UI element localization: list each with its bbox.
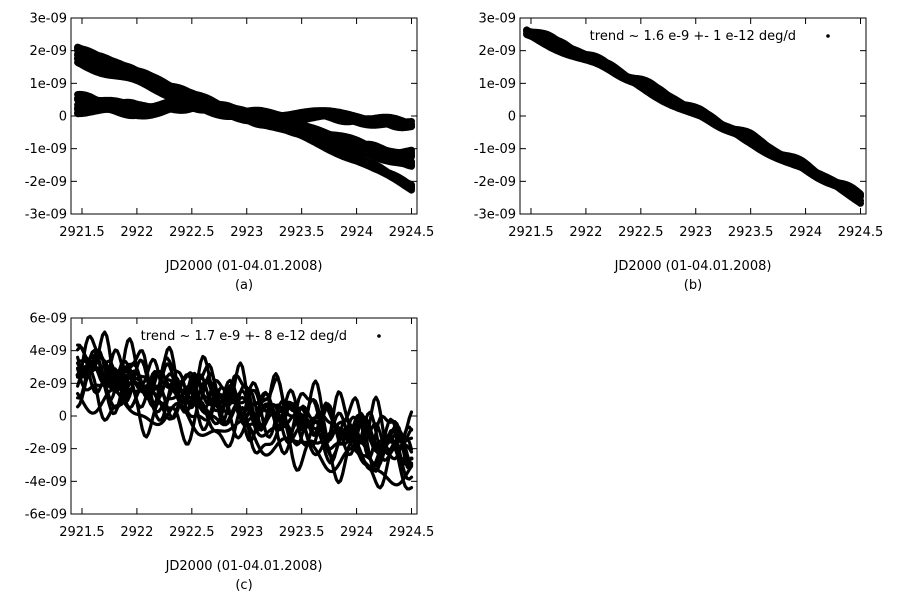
panel-label: (a) (235, 278, 253, 293)
data-layer (523, 26, 864, 207)
panel-label: (c) (235, 578, 252, 593)
data-point (299, 114, 304, 118)
y-tick-label: -1e-09 (474, 142, 516, 157)
y-tick-label: 2e-09 (29, 44, 67, 59)
data-point (409, 185, 414, 190)
data-layer (75, 330, 414, 491)
legend-label: trend ~ 1.7 e-9 +- 8 e-12 deg/d (141, 329, 347, 344)
data-point (693, 110, 698, 115)
data-point (299, 427, 304, 432)
y-tick-label: -3e-09 (25, 208, 67, 223)
data-point (189, 104, 194, 109)
data-point (244, 414, 249, 418)
data-point (354, 441, 359, 446)
data-series-strand (76, 370, 414, 491)
data-point (75, 107, 80, 112)
data-point (354, 117, 359, 122)
data-point (748, 136, 753, 141)
x-tick-label: 2922 (120, 525, 153, 540)
y-tick-label: 0 (59, 410, 67, 425)
x-axis-label: JD2000 (01-04.01.2008) (165, 559, 323, 574)
data-point (803, 166, 808, 171)
y-tick-label: -2e-09 (25, 442, 67, 457)
x-tick-label: 2922.5 (618, 225, 664, 240)
x-tick-label: 2922.5 (169, 225, 215, 240)
y-tick-label: 2e-09 (29, 377, 67, 392)
x-tick-label: 2921.5 (59, 525, 105, 540)
data-point (299, 130, 304, 135)
data-point (409, 123, 414, 128)
chart-panel-3: 2921.5 2922 2922.5 2923 2923.5 2924 2924.5 6e-0… (25, 312, 434, 594)
chart-panel-1: 2921.5 2922 2922.5 2923 2923.5 2924 2924.5 3e-0… (25, 12, 434, 294)
y-tick-label: -6e-09 (25, 508, 67, 523)
x-tick-label: 2923.5 (728, 225, 774, 240)
data-point (244, 114, 249, 118)
y-tick-label: 2e-09 (478, 44, 516, 59)
data-point (409, 153, 414, 158)
data-series-strand (76, 353, 414, 466)
data-point (75, 373, 80, 378)
x-tick-label: 2922 (120, 225, 153, 240)
data-point (75, 97, 80, 102)
x-tick-label: 2923 (230, 525, 263, 540)
x-tick-label: 2924.5 (389, 225, 435, 240)
data-point (354, 156, 359, 161)
data-point (524, 29, 529, 34)
x-tick-label: 2922 (569, 225, 602, 240)
data-point (354, 146, 359, 151)
y-tick-label: -3e-09 (474, 208, 516, 223)
y-tick-label: 0 (59, 110, 67, 125)
y-tick-label: 0 (508, 110, 516, 125)
data-point (638, 81, 643, 86)
legend-marker (826, 34, 830, 38)
data-point (189, 400, 194, 405)
y-tick-label: 3e-09 (478, 12, 516, 27)
data-point (134, 78, 139, 83)
x-axis-label: JD2000 (01-04.01.2008) (165, 259, 323, 274)
data-point (409, 456, 414, 461)
y-tick-label: 3e-09 (29, 12, 67, 27)
x-axis-label: JD2000 (01-04.01.2008) (614, 259, 772, 274)
data-layer (74, 43, 415, 194)
y-tick-label: 1e-09 (29, 77, 67, 92)
x-tick-label: 2924 (340, 525, 373, 540)
x-tick-label: 2923.5 (279, 225, 325, 240)
y-tick-label: 6e-09 (29, 312, 67, 327)
panel-label: (b) (684, 278, 702, 293)
data-point (75, 58, 80, 63)
y-tick-label: -4e-09 (25, 475, 67, 490)
x-tick-label: 2922.5 (169, 525, 215, 540)
x-tick-label: 2924 (340, 225, 373, 240)
data-point (134, 389, 139, 394)
y-tick-label: -2e-09 (474, 175, 516, 190)
x-tick-label: 2921.5 (508, 225, 554, 240)
y-tick-label: -1e-09 (25, 142, 67, 157)
y-tick-label: 1e-09 (478, 77, 516, 92)
y-tick-label: -2e-09 (25, 175, 67, 190)
x-tick-label: 2924 (789, 225, 822, 240)
x-tick-label: 2923 (230, 225, 263, 240)
x-tick-label: 2924.5 (838, 225, 884, 240)
x-tick-label: 2923.5 (279, 525, 325, 540)
x-tick-label: 2924.5 (389, 525, 435, 540)
data-point (134, 110, 139, 115)
data-point (75, 48, 80, 53)
chart-panel-2: 2921.5 2922 2922.5 2923 2923.5 2924 2924.5 3e-0… (474, 12, 883, 294)
legend-label: trend ~ 1.6 e-9 +- 1 e-12 deg/d (590, 29, 796, 44)
data-point (409, 163, 414, 167)
x-tick-label: 2923 (679, 225, 712, 240)
data-series-strand (523, 26, 864, 199)
x-tick-label: 2921.5 (59, 225, 105, 240)
legend-marker (377, 334, 381, 338)
data-point (583, 55, 588, 60)
data-point (858, 195, 863, 200)
y-tick-label: 4e-09 (29, 344, 67, 359)
